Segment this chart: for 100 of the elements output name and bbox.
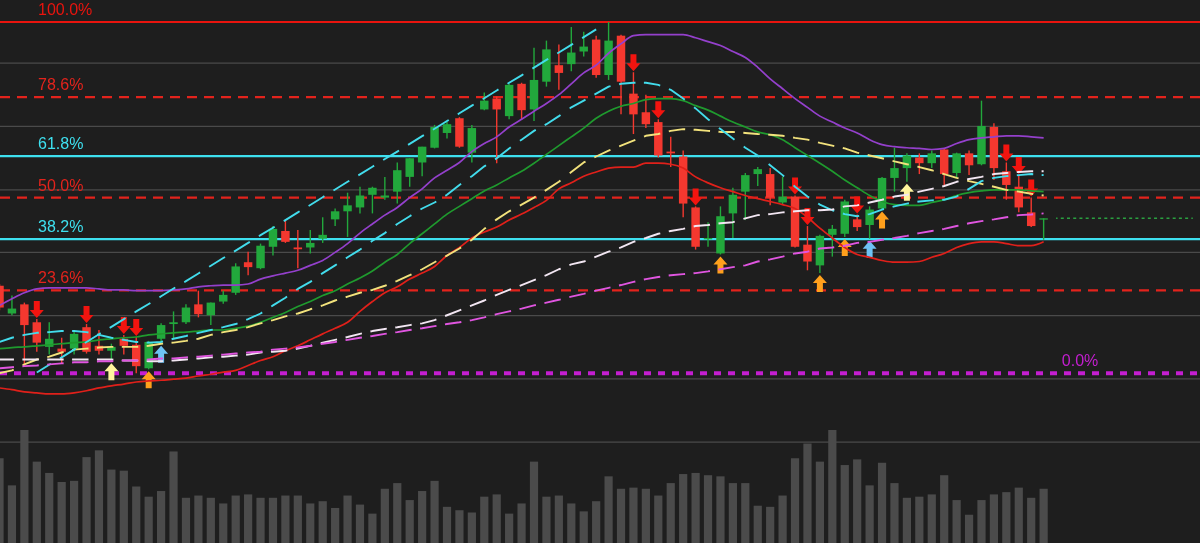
- bar: [865, 485, 874, 543]
- bar: [840, 465, 849, 543]
- candlestick: [952, 151, 961, 179]
- bar: [306, 503, 315, 543]
- bar: [815, 461, 824, 543]
- bar: [7, 485, 17, 543]
- candlestick: [57, 337, 66, 365]
- candlestick: [915, 152, 924, 175]
- candlestick: [181, 303, 191, 325]
- candlestick: [828, 224, 837, 258]
- bar: [940, 475, 949, 543]
- candlestick: [492, 95, 501, 164]
- bar: [927, 494, 936, 543]
- bar: [219, 503, 228, 543]
- ref-line-label: 0.0%: [1061, 352, 1099, 370]
- bar: [1014, 487, 1023, 543]
- bar: [480, 496, 489, 543]
- bar: [629, 487, 638, 543]
- bar: [467, 512, 476, 543]
- bar: [778, 495, 787, 543]
- candlestick: [765, 167, 775, 207]
- bar: [915, 496, 924, 543]
- bar: [157, 491, 166, 543]
- bar: [877, 462, 887, 543]
- bar: [716, 476, 725, 543]
- bar: [728, 483, 737, 543]
- bar: [32, 461, 41, 543]
- candlestick: [343, 191, 352, 238]
- candlestick: [405, 157, 414, 188]
- candlestick: [417, 145, 427, 177]
- candlestick: [741, 172, 750, 221]
- bar: [691, 472, 700, 543]
- candlestick: [728, 187, 738, 239]
- bar: [554, 495, 563, 543]
- bar: [567, 503, 576, 543]
- candlestick: [865, 205, 874, 240]
- bar: [94, 450, 104, 543]
- candlestick: [803, 225, 812, 271]
- bar: [231, 495, 240, 543]
- candlestick: [281, 219, 290, 244]
- bar: [206, 497, 215, 543]
- bar: [380, 488, 389, 543]
- bar: [952, 500, 961, 543]
- candlestick: [318, 216, 327, 244]
- bar: [181, 497, 191, 543]
- candlestick: [641, 94, 651, 129]
- ref-line-label: 61.8%: [38, 135, 84, 153]
- bar: [418, 491, 427, 543]
- ref-line-label: 78.6%: [38, 76, 84, 94]
- bar: [69, 480, 79, 543]
- bar: [107, 469, 116, 543]
- bar: [604, 476, 613, 543]
- candlestick: [890, 147, 899, 193]
- bar: [753, 505, 762, 543]
- bar: [977, 500, 986, 543]
- bar: [741, 483, 750, 543]
- bar: [455, 510, 464, 543]
- ref-line-label: 38.2%: [38, 218, 84, 236]
- candlestick: [32, 318, 42, 353]
- ref-line-label: 23.6%: [38, 269, 84, 287]
- bar: [293, 495, 302, 543]
- candlestick: [579, 31, 588, 58]
- bar: [268, 497, 278, 543]
- bar: [641, 488, 650, 543]
- bar: [1002, 492, 1011, 543]
- bar: [1027, 497, 1036, 543]
- bar: [542, 496, 551, 543]
- candlestick: [380, 176, 390, 201]
- bar: [132, 486, 141, 543]
- candlestick: [393, 161, 402, 205]
- candlestick: [753, 166, 762, 187]
- bar: [256, 497, 265, 543]
- bar: [616, 488, 626, 543]
- bar: [57, 481, 66, 543]
- candlestick: [368, 186, 377, 215]
- candlestick: [629, 71, 638, 135]
- bar: [853, 459, 862, 543]
- candlestick: [355, 186, 365, 215]
- bar: [355, 504, 365, 543]
- bar: [679, 474, 688, 543]
- bar: [989, 494, 999, 543]
- candlestick: [778, 176, 787, 206]
- bar: [82, 457, 91, 543]
- bar: [902, 497, 912, 543]
- bar: [331, 507, 340, 543]
- bar: [579, 511, 588, 543]
- candlestick: [554, 43, 564, 91]
- bar: [442, 506, 452, 543]
- bar: [1039, 488, 1048, 543]
- bar: [144, 496, 153, 543]
- candlestick: [567, 26, 576, 72]
- bar: [654, 495, 663, 543]
- bar: [194, 495, 203, 543]
- candlestick: [194, 289, 203, 319]
- bar: [492, 494, 501, 543]
- bar: [766, 506, 775, 543]
- bar: [343, 495, 352, 543]
- bar: [964, 514, 974, 543]
- bar: [666, 483, 675, 543]
- candlestick: [243, 250, 253, 276]
